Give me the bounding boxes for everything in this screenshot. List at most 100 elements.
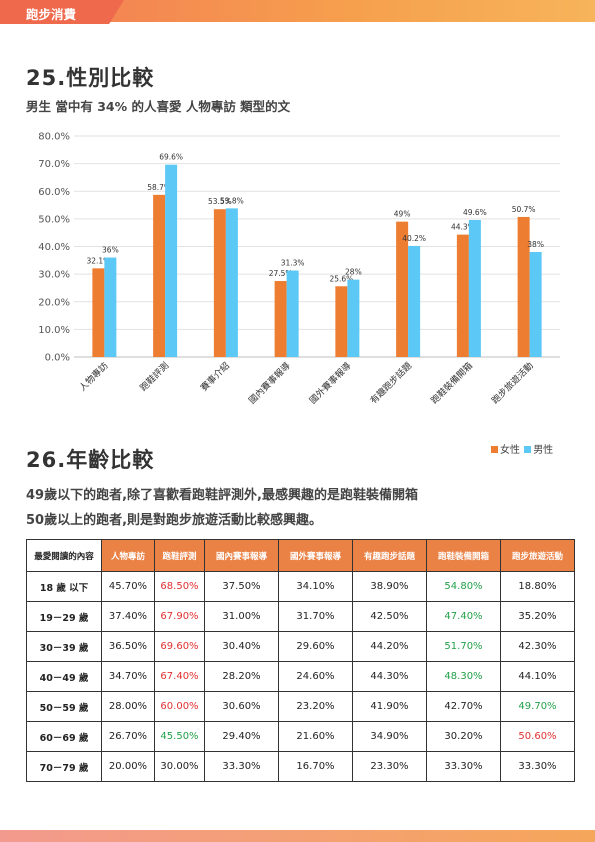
table-cell: 23.30% [352, 751, 427, 782]
data-label: 27.5% [269, 269, 293, 278]
data-label: 50.7% [512, 205, 536, 214]
age-group-cell: 50－59 歲 [26, 691, 102, 722]
y-tick-label: 30.0% [38, 270, 70, 281]
table-header-cell: 跑鞋評測 [154, 539, 205, 572]
data-label: 28% [345, 268, 362, 277]
table-header-cell: 最愛閱讀的內容 [26, 539, 102, 572]
data-label: 40.2% [402, 234, 426, 243]
section-26-line-2: 50歲以上的跑者,則是對跑步旅遊活動比較感興趣。 [26, 513, 323, 528]
data-label: 38% [527, 240, 544, 249]
bar-female [517, 216, 530, 357]
bar-male [468, 219, 481, 357]
bar-male [104, 257, 117, 357]
legend-swatch-male [524, 446, 532, 453]
table-cell: 50.60% [500, 721, 575, 752]
y-tick-label: 10.0% [38, 325, 70, 336]
table-cell: 45.70% [101, 571, 155, 602]
table-cell: 16.70% [278, 751, 353, 782]
table-cell: 67.90% [154, 601, 205, 632]
table-cell: 30.40% [204, 631, 279, 662]
table-cell: 21.60% [278, 721, 353, 752]
data-label: 44.3% [451, 223, 475, 232]
x-tick-label: 跑鞋評測 [137, 360, 171, 394]
age-group-cell: 60－69 歲 [26, 721, 102, 752]
section-26-line-1: 49歲以下的跑者,除了喜歡看跑鞋評測外,最感興趣的是跑鞋裝備開箱 [26, 488, 418, 503]
table-header-cell: 跑鞋裝備開箱 [426, 539, 501, 572]
table-row: 19－29 歲 37.40% 67.90% 31.00% 31.70% 42.5… [26, 601, 575, 632]
table-cell: 30.20% [426, 721, 501, 752]
section-25-subtitle: 男生 當中有 34% 的人喜愛 人物專訪 類型的文 [26, 99, 291, 114]
y-tick-label: 20.0% [38, 297, 70, 308]
bar-female [92, 268, 105, 357]
table-cell: 37.50% [204, 571, 279, 602]
bar-male [165, 164, 178, 357]
table-cell: 18.80% [500, 571, 575, 602]
data-label: 32.1% [86, 256, 110, 265]
y-tick-label: 70.0% [38, 159, 70, 170]
y-tick-label: 0.0% [45, 353, 70, 364]
table-cell: 33.30% [204, 751, 279, 782]
data-label: 69.6% [159, 153, 183, 162]
data-label: 31.3% [281, 259, 305, 268]
table-cell: 44.30% [352, 661, 427, 692]
table-cell: 34.70% [101, 661, 155, 692]
x-tick-label: 國外賽事報導 [307, 360, 354, 407]
footer-bar [0, 830, 595, 842]
data-label: 58.7% [147, 183, 171, 192]
table-cell: 34.10% [278, 571, 353, 602]
data-label: 53.8% [220, 196, 244, 205]
bar-female [396, 221, 409, 357]
table-cell: 45.50% [154, 721, 205, 752]
table-cell: 35.20% [500, 601, 575, 632]
section-tab-label: 跑步消費 [26, 7, 77, 22]
x-tick-label: 跑步旅遊活動 [489, 360, 536, 407]
table-header-cell: 人物專訪 [101, 539, 155, 572]
age-group-cell: 18 歲 以下 [26, 571, 102, 602]
table-cell: 30.00% [154, 751, 205, 782]
bar-male [286, 270, 299, 357]
legend-label-female: 女性 [500, 445, 520, 456]
legend-swatch-female [491, 446, 498, 453]
y-tick-label: 50.0% [38, 214, 70, 225]
table-cell: 31.70% [278, 601, 353, 632]
chart-legend: 女性 男性 [490, 441, 553, 456]
table-cell: 31.00% [204, 601, 279, 632]
x-tick-label: 賽事介紹 [198, 360, 232, 394]
bar-female [456, 234, 469, 357]
table-cell: 47.40% [426, 601, 501, 632]
table-cell: 67.40% [154, 661, 205, 692]
bar-female [153, 194, 166, 357]
table-cell: 29.60% [278, 631, 353, 662]
gender-bar-chart: 0.0% 10.0% 20.0% 30.0% 40.0% 50.0% 60.0% 70.0% 8… [38, 132, 560, 407]
section-26-title: 26.年齡比較 [26, 448, 155, 472]
x-tick-label: 跑鞋裝備開箱 [428, 360, 475, 407]
data-label: 53.5% [208, 197, 232, 206]
data-label: 25.6% [329, 274, 353, 283]
table-row: 40－49 歲 34.70% 67.40% 28.20% 24.60% 44.3… [26, 661, 575, 692]
table-cell: 42.70% [426, 691, 501, 722]
table-header-cell: 跑步旅遊活動 [500, 539, 575, 572]
y-tick-label: 40.0% [38, 242, 70, 253]
table-cell: 28.20% [204, 661, 279, 692]
header-bar [0, 0, 595, 22]
x-tick-label: 人物專訪 [77, 360, 111, 394]
table-header-cell: 有趣跑步話題 [352, 539, 427, 572]
table-row: 60－69 歲 26.70% 45.50% 29.40% 21.60% 34.9… [26, 721, 575, 752]
section-25-title: 25.性別比較 [26, 66, 155, 90]
table-cell: 51.70% [426, 631, 501, 662]
legend-label-male: 男性 [533, 445, 554, 456]
table-cell: 48.30% [426, 661, 501, 692]
table-cell: 49.70% [500, 691, 575, 722]
age-group-cell: 19－29 歲 [26, 601, 102, 632]
bar-male [529, 252, 542, 357]
y-tick-label: 80.0% [38, 132, 70, 143]
data-label: 36% [102, 246, 119, 255]
bar-male [408, 245, 421, 357]
table-row: 30－39 歲 36.50% 69.60% 30.40% 29.60% 44.2… [26, 631, 575, 662]
bar-female [335, 286, 348, 357]
table-cell: 24.60% [278, 661, 353, 692]
legend-item-female: 女性 [491, 445, 520, 456]
age-group-cell: 70－79 歲 [26, 751, 102, 782]
bar-male [347, 279, 360, 357]
table-row: 50－59 歲 28.00% 60.00% 30.60% 23.20% 41.9… [26, 691, 575, 722]
